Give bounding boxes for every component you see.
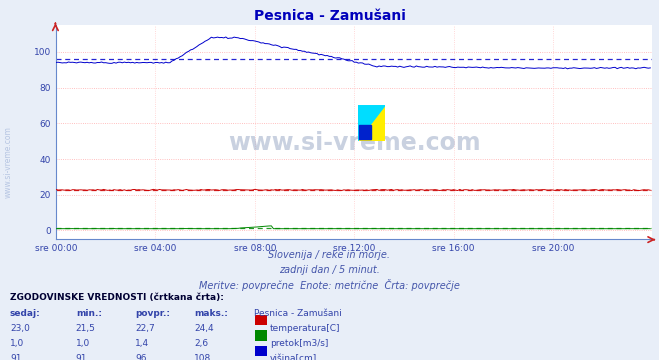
Text: 24,4: 24,4	[194, 324, 214, 333]
Text: 1,0: 1,0	[10, 339, 24, 348]
Text: pretok[m3/s]: pretok[m3/s]	[270, 339, 329, 348]
Polygon shape	[357, 105, 385, 141]
Text: višina[cm]: višina[cm]	[270, 354, 318, 360]
Text: 1,4: 1,4	[135, 339, 149, 348]
Text: 22,7: 22,7	[135, 324, 155, 333]
Text: ZGODOVINSKE VREDNOSTI (črtkana črta):: ZGODOVINSKE VREDNOSTI (črtkana črta):	[10, 293, 224, 302]
Text: 96: 96	[135, 354, 146, 360]
Text: sedaj:: sedaj:	[10, 309, 41, 318]
Text: Meritve: povprečne  Enote: metrične  Črta: povprečje: Meritve: povprečne Enote: metrične Črta:…	[199, 279, 460, 291]
Text: Slovenija / reke in morje.: Slovenija / reke in morje.	[268, 250, 391, 260]
Text: 91: 91	[76, 354, 87, 360]
Text: 1,0: 1,0	[76, 339, 90, 348]
Text: maks.:: maks.:	[194, 309, 228, 318]
Text: temperatura[C]: temperatura[C]	[270, 324, 341, 333]
Text: 2,6: 2,6	[194, 339, 208, 348]
Text: min.:: min.:	[76, 309, 101, 318]
Text: www.si-vreme.com: www.si-vreme.com	[3, 126, 13, 198]
Text: Pesnica - Zamušani: Pesnica - Zamušani	[254, 9, 405, 23]
Text: 108: 108	[194, 354, 212, 360]
Polygon shape	[359, 125, 372, 139]
Text: Pesnica - Zamušani: Pesnica - Zamušani	[254, 309, 341, 318]
Polygon shape	[357, 105, 385, 141]
Text: zadnji dan / 5 minut.: zadnji dan / 5 minut.	[279, 265, 380, 275]
Text: 21,5: 21,5	[76, 324, 96, 333]
Text: povpr.:: povpr.:	[135, 309, 170, 318]
Text: 91: 91	[10, 354, 21, 360]
Text: www.si-vreme.com: www.si-vreme.com	[228, 131, 480, 155]
Text: 23,0: 23,0	[10, 324, 30, 333]
